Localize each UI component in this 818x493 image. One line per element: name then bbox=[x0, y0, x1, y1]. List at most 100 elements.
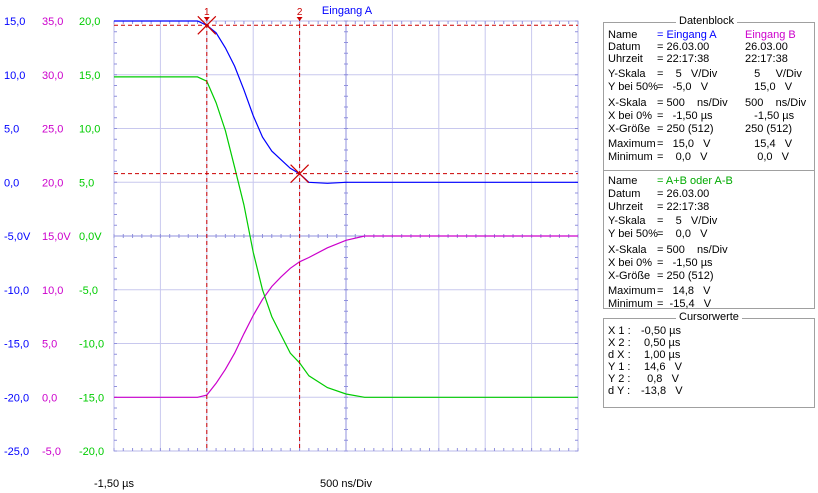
channel-a-label: Uhrzeit bbox=[608, 53, 643, 65]
channel-a-value: = 250 (512) bbox=[657, 123, 714, 135]
cursor-row-label: d X : bbox=[608, 349, 631, 361]
channel-b-value: 5 V/Div bbox=[745, 68, 802, 80]
channel-ab-value: = A+B oder A-B bbox=[657, 175, 733, 187]
channel-ab-value: = 0,0 V bbox=[657, 228, 708, 240]
x-div-label: 500 ns/Div bbox=[320, 478, 372, 490]
y-tick-label-blue: -20,0 bbox=[4, 392, 29, 404]
channel-ab-label: Uhrzeit bbox=[608, 201, 643, 213]
channel-ab-label: Y bei 50% bbox=[608, 228, 658, 240]
channel-b-value: 15,4 V bbox=[745, 138, 793, 150]
block-separator bbox=[604, 170, 814, 171]
x-start-label: -1,50 µs bbox=[94, 478, 134, 490]
channel-ab-value: = 14,8 V bbox=[657, 285, 711, 297]
y-tick-label-magenta: 35,0 bbox=[42, 16, 63, 28]
cursor-row-value: -13,8 V bbox=[641, 385, 683, 397]
y-tick-label-green: 10,0 bbox=[79, 124, 100, 136]
channel-a-label: Name bbox=[608, 29, 638, 41]
cursor-row-label: d Y : bbox=[608, 385, 631, 397]
y-tick-label-green: 5,0 bbox=[79, 177, 94, 189]
channel-a-value: = 5 V/Div bbox=[657, 68, 718, 80]
channel-ab-value: = -1,50 µs bbox=[657, 257, 713, 269]
channel-a-label: X-Größe bbox=[608, 123, 651, 135]
series-line-blue bbox=[114, 20, 578, 184]
y-tick-label-blue: -15,0 bbox=[4, 339, 29, 351]
y-tick-label-blue: 15,0 bbox=[4, 16, 25, 28]
channel-ab-label: X-Skala bbox=[608, 244, 647, 256]
y-tick-label-blue: -5,0V bbox=[4, 231, 31, 243]
cursor-marker bbox=[197, 15, 217, 35]
channel-ab-value: = 250 (512) bbox=[657, 270, 714, 282]
y-tick-label-magenta: 20,0 bbox=[42, 177, 63, 189]
datenblock-title: Datenblock bbox=[676, 15, 738, 27]
channel-a-value: = 15,0 V bbox=[657, 138, 711, 150]
channel-a-label: Y bei 50% bbox=[608, 81, 658, 93]
y-tick-label-green: 15,0 bbox=[79, 70, 100, 82]
cursorwerte-panel: Cursorwerte X 1 : -0,50 µs X 2 : 0,50 µs d … bbox=[603, 311, 815, 408]
y-tick-label-green: -15,0 bbox=[79, 392, 104, 404]
channel-ab-label: Datum bbox=[608, 188, 641, 200]
channel-ab-label: X-Größe bbox=[608, 270, 651, 282]
channel-a-label: X-Skala bbox=[608, 97, 647, 109]
channel-ab-value: = 22:17:38 bbox=[657, 201, 710, 213]
y-tick-label-magenta: -5,0 bbox=[42, 446, 61, 458]
y-tick-label-green: -20,0 bbox=[79, 446, 104, 458]
channel-a-value: = 500 ns/Div bbox=[657, 97, 728, 109]
channel-b-value: 0,0 V bbox=[745, 151, 790, 163]
oscilloscope-chart: 15,010,05,00,0-5,0V-10,0-15,0-20,0-25,03… bbox=[4, 5, 579, 490]
y-tick-label-blue: 5,0 bbox=[4, 124, 19, 136]
channel-ab-value: = 5 V/Div bbox=[657, 215, 718, 227]
channel-ab-label: Y-Skala bbox=[608, 215, 646, 227]
y-tick-label-blue: 10,0 bbox=[4, 70, 25, 82]
cursorwerte-title: Cursorwerte bbox=[676, 311, 742, 323]
channel-a-label: Minimum bbox=[608, 151, 653, 163]
cursor-row-value: 0,50 µs bbox=[641, 337, 681, 349]
cursor-marker bbox=[290, 164, 310, 184]
y-tick-label-magenta: 25,0 bbox=[42, 124, 63, 136]
channel-a-value: = 0,0 V bbox=[657, 151, 708, 163]
y-tick-label-blue: -25,0 bbox=[4, 446, 29, 458]
channel-b-value: 250 (512) bbox=[745, 123, 793, 135]
y-tick-label-green: 0,0V bbox=[79, 231, 102, 243]
channel-b-value: 15,0 V bbox=[745, 81, 793, 93]
y-tick-label-magenta: 15,0V bbox=[42, 231, 71, 243]
series-line-green bbox=[114, 76, 578, 398]
cursor-label: 1 bbox=[204, 7, 210, 18]
channel-a-label: Datum bbox=[608, 41, 641, 53]
channel-ab-label: Minimum bbox=[608, 298, 653, 310]
channel-a-value: = -1,50 µs bbox=[657, 110, 713, 122]
channel-ab-value: = 500 ns/Div bbox=[657, 244, 728, 256]
cursor-row-value: 1,00 µs bbox=[641, 349, 681, 361]
cursor-row-label: X 1 : bbox=[608, 325, 631, 337]
channel-ab-value: = -15,4 V bbox=[657, 298, 712, 310]
channel-a-label: Maximum bbox=[608, 138, 656, 150]
cursor-row-label: Y 1 : bbox=[608, 361, 631, 373]
channel-b-value: 22:17:38 bbox=[745, 53, 788, 65]
cursor-row-value: 0,8 V bbox=[641, 373, 679, 385]
channel-b-value: 26.03.00 bbox=[745, 41, 788, 53]
y-tick-label-magenta: 10,0 bbox=[42, 285, 63, 297]
y-tick-label-blue: 0,0 bbox=[4, 177, 19, 189]
cursor-arrow bbox=[296, 17, 303, 21]
y-tick-label-magenta: 30,0 bbox=[42, 70, 63, 82]
channel-b-value: Eingang B bbox=[745, 29, 796, 41]
cursor-label: 2 bbox=[297, 7, 303, 18]
channel-b-value: -1,50 µs bbox=[745, 110, 795, 122]
y-tick-label-green: -10,0 bbox=[79, 339, 104, 351]
channel-ab-value: = 26.03.00 bbox=[657, 188, 710, 200]
channel-a-value: = Eingang A bbox=[657, 29, 717, 41]
channel-a-value: = 26.03.00 bbox=[657, 41, 710, 53]
cursor-row-value: -0,50 µs bbox=[641, 325, 681, 337]
cursor-row-value: 14,6 V bbox=[641, 361, 682, 373]
cursor-row-label: Y 2 : bbox=[608, 373, 631, 385]
y-tick-label-magenta: 0,0 bbox=[42, 392, 57, 404]
channel-a-value: = -5,0 V bbox=[657, 81, 709, 93]
y-tick-label-green: -5,0 bbox=[79, 285, 98, 297]
channel-a-value: = 22:17:38 bbox=[657, 53, 710, 65]
series-line-magenta bbox=[114, 235, 578, 398]
channel-ab-label: Name bbox=[608, 175, 638, 187]
cursor-row-label: X 2 : bbox=[608, 337, 631, 349]
chart-title: Eingang A bbox=[322, 5, 373, 17]
channel-ab-label: Maximum bbox=[608, 285, 656, 297]
y-tick-label-green: 20,0 bbox=[79, 16, 100, 28]
y-tick-label-blue: -10,0 bbox=[4, 285, 29, 297]
